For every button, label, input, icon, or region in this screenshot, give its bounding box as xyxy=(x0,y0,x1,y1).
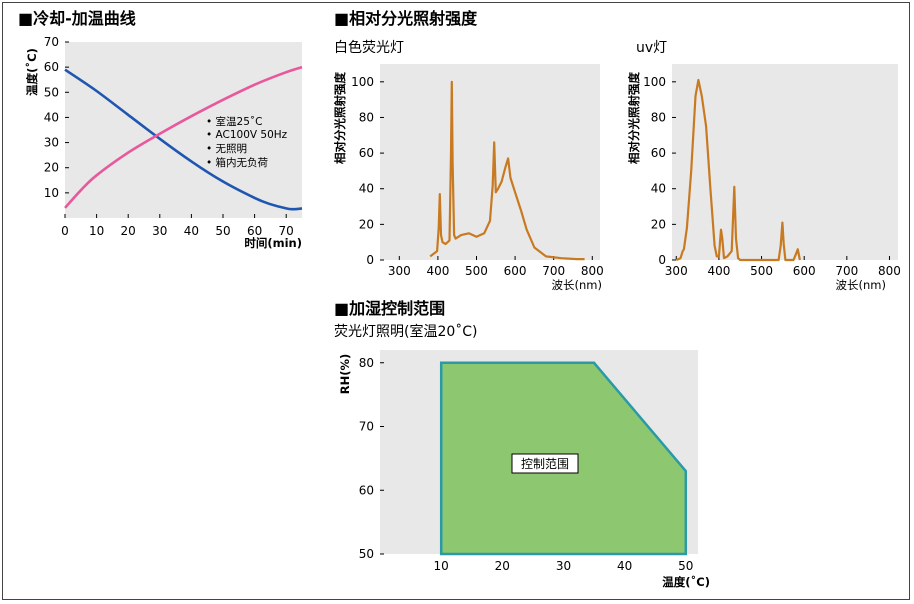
plot-area xyxy=(380,64,600,260)
x-axis-label: 波长(nm) xyxy=(836,278,886,292)
y-tick-label: 0 xyxy=(658,253,666,267)
section-title-cooling-heating: ■冷却-加温曲线 xyxy=(18,9,136,28)
y-tick-label: 60 xyxy=(359,483,374,497)
y-tick-label: 20 xyxy=(359,217,374,231)
y-tick-label: 80 xyxy=(359,356,374,370)
x-tick-label: 10 xyxy=(89,224,104,238)
x-axis-label: 温度(˚C) xyxy=(662,574,710,589)
spectrum-line xyxy=(675,78,801,262)
x-tick-label: 10 xyxy=(434,559,449,573)
y-tick-label: 80 xyxy=(651,110,666,124)
x-tick-label: 0 xyxy=(61,224,69,238)
section-title-spectral: ■相对分光照射强度 xyxy=(334,9,478,28)
x-tick-label: 600 xyxy=(793,264,816,278)
x-tick-label: 300 xyxy=(665,264,688,278)
x-axis-label: 时间(min) xyxy=(244,236,302,250)
y-axis-label: 相对分光照射强度 xyxy=(333,72,347,164)
x-tick-label: 30 xyxy=(152,224,167,238)
chart-subtitle: 白色荧光灯 xyxy=(334,39,404,56)
y-tick-label: 40 xyxy=(651,182,666,196)
x-tick-label: 30 xyxy=(556,559,571,573)
chart-subtitle: 荧光灯照明(室温20˚C) xyxy=(334,323,478,340)
uv-lamp-spectrum-chart: uv灯 0 20 40 60 80 100 300 400 500 600 700 800 相对分光… xyxy=(627,40,901,292)
conditions-note: • 室温25˚C • AC100V 50Hz • 无照明 • 箱内无负荷 xyxy=(206,115,288,169)
y-tick-label: 100 xyxy=(351,75,374,89)
heating-curve xyxy=(64,65,303,209)
x-tick-label: 600 xyxy=(504,264,527,278)
y-tick-label: 100 xyxy=(643,75,666,89)
x-tick-label: 800 xyxy=(878,264,901,278)
y-tick-label: 40 xyxy=(359,182,374,196)
x-tick-label: 400 xyxy=(426,264,449,278)
x-tick-label: 500 xyxy=(465,264,488,278)
y-tick-label: 60 xyxy=(359,146,374,160)
control-range-label-box xyxy=(511,453,579,474)
cooling-heating-chart: 10 20 30 40 50 60 70 0 10 20 30 40 50 60 70 温度(˚C) 时间… xyxy=(24,35,303,250)
y-tick-label: 40 xyxy=(44,110,59,124)
plot-area xyxy=(65,42,302,218)
x-tick-label: 50 xyxy=(215,224,230,238)
humidity-control-range-chart: 荧光灯照明(室温20˚C) 50 60 70 80 10 20 30 40 50 控制范围 R… xyxy=(334,323,710,589)
cooling-curve xyxy=(64,68,303,211)
chart-subtitle: uv灯 xyxy=(636,40,667,56)
y-tick-label: 10 xyxy=(44,186,59,200)
x-tick-label: 60 xyxy=(247,224,262,238)
y-tick-label: 60 xyxy=(651,146,666,160)
x-tick-label: 300 xyxy=(388,264,411,278)
plot-area xyxy=(672,64,898,260)
x-tick-label: 40 xyxy=(184,224,199,238)
y-axis-label: 相对分光照射强度 xyxy=(627,72,641,164)
y-tick-label: 20 xyxy=(651,217,666,231)
note-line: • 室温25˚C xyxy=(206,115,262,128)
x-tick-label: 700 xyxy=(542,264,565,278)
x-tick-label: 800 xyxy=(581,264,604,278)
y-tick-label: 30 xyxy=(44,136,59,150)
y-tick-label: 80 xyxy=(359,110,374,124)
section-title-humidity: ■加湿控制范围 xyxy=(334,299,445,318)
x-tick-label: 20 xyxy=(495,559,510,573)
y-tick-label: 50 xyxy=(44,85,59,99)
x-tick-label: 700 xyxy=(835,264,858,278)
y-axis-label: RH(%) xyxy=(338,354,352,395)
x-axis-label: 波长(nm) xyxy=(552,278,602,292)
note-line: • 无照明 xyxy=(206,143,247,155)
note-line: • 箱内无负荷 xyxy=(206,156,268,169)
x-tick-label: 500 xyxy=(750,264,773,278)
y-tick-label: 0 xyxy=(366,253,374,267)
x-tick-label: 400 xyxy=(707,264,730,278)
note-line: • AC100V 50Hz xyxy=(206,129,288,141)
spectrum-line xyxy=(429,80,585,261)
white-fluorescent-spectrum-chart: 白色荧光灯 0 20 40 60 80 100 300 400 500 600 700 800 相对… xyxy=(333,39,604,292)
y-tick-label: 60 xyxy=(44,60,59,74)
x-tick-label: 40 xyxy=(617,559,632,573)
y-axis-label: 温度(˚C) xyxy=(24,48,39,96)
y-tick-label: 70 xyxy=(359,420,374,434)
x-tick-label: 50 xyxy=(678,559,693,573)
x-tick-label: 20 xyxy=(121,224,136,238)
y-tick-label: 50 xyxy=(359,547,374,561)
x-tick-label: 70 xyxy=(279,224,294,238)
control-range-label: 控制范围 xyxy=(521,457,569,471)
y-tick-label: 20 xyxy=(44,161,59,175)
y-tick-label: 70 xyxy=(44,35,59,49)
